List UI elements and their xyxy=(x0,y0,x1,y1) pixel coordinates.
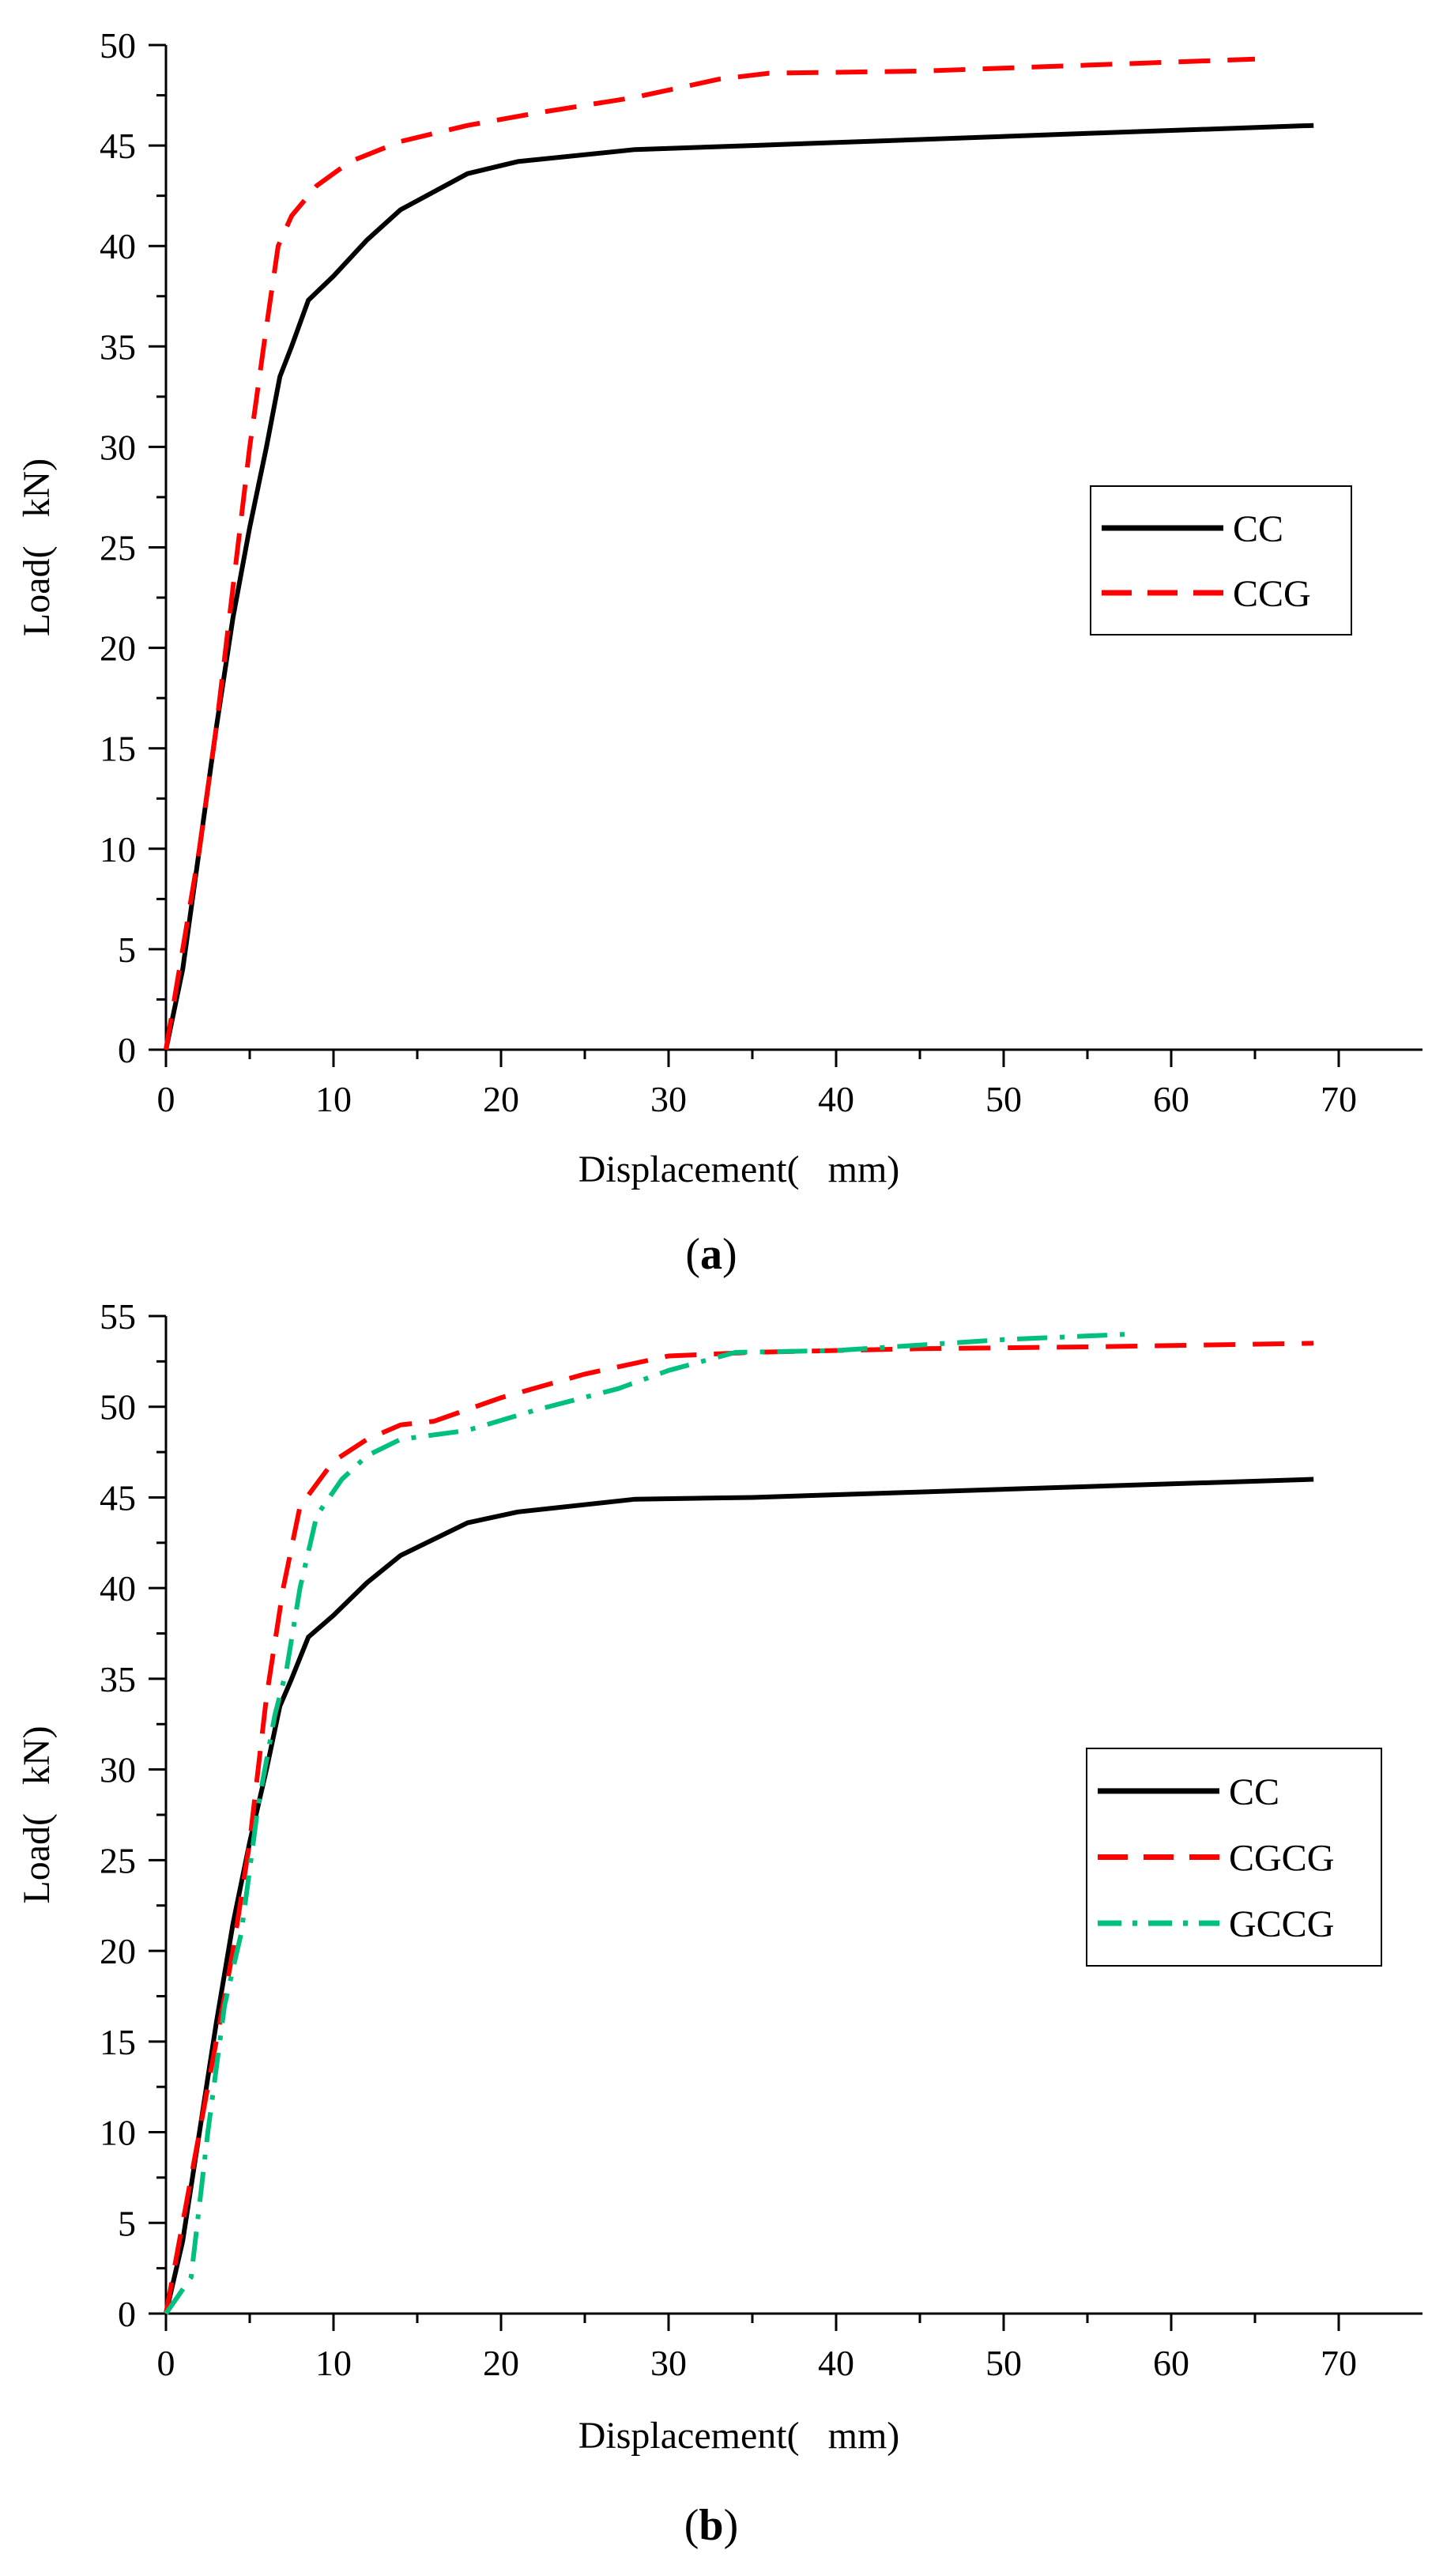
panel-label-close: ) xyxy=(722,1230,737,1279)
legend: CC CCG xyxy=(1090,485,1352,636)
y-tick-label: 5 xyxy=(118,930,136,970)
y-axis-title: Load( kN) xyxy=(16,458,58,636)
legend-box xyxy=(1090,485,1352,636)
y-tick-label: 55 xyxy=(100,1296,136,1337)
x-tick-label: 0 xyxy=(157,1079,175,1119)
legend: CC CGCG GCCG xyxy=(1086,1748,1382,1967)
x-tick-label: 30 xyxy=(650,2343,687,2383)
x-tick-label: 40 xyxy=(818,1079,854,1119)
y-tick-label: 0 xyxy=(118,1030,136,1070)
y-tick-label: 0 xyxy=(118,2294,136,2334)
x-axis-title: Displacement( mm) xyxy=(578,1148,900,1190)
x-tick-label: 20 xyxy=(483,1079,519,1119)
panel-label-letter: a xyxy=(700,1230,722,1279)
y-tick-label: 35 xyxy=(100,326,136,367)
y-tick-label: 50 xyxy=(100,1387,136,1428)
series-line-ccg xyxy=(164,56,1256,1050)
panel-label-open: ( xyxy=(684,2501,699,2550)
x-axis-title: Displacement( mm) xyxy=(578,2415,900,2457)
panel-label: (a) xyxy=(685,1230,737,1279)
y-tick-label: 20 xyxy=(100,628,136,669)
y-tick-label: 30 xyxy=(100,427,136,467)
y-tick-label: 40 xyxy=(100,226,136,266)
chart-panel-a: 0 10 20 30 40 50 60 70 0 5 10 15 20 25 30 35 40 45 50 Displ… xyxy=(16,25,1423,1279)
y-axis-title: Load( kN) xyxy=(16,1726,58,1903)
y-tick-label: 25 xyxy=(100,1840,136,1880)
series-line-cc xyxy=(164,1477,1314,2314)
y-tick-label: 10 xyxy=(100,829,136,869)
y-tick-label: 40 xyxy=(100,1568,136,1609)
x-tick-label: 20 xyxy=(483,2343,519,2383)
x-tick-label: 70 xyxy=(1321,1079,1357,1119)
y-tick-label: 20 xyxy=(100,1931,136,1971)
panel-label-close: ) xyxy=(724,2501,739,2550)
panel-label: (b) xyxy=(684,2501,738,2550)
x-tick-label: 50 xyxy=(985,2343,1022,2383)
y-tick-label: 25 xyxy=(100,528,136,568)
legend-label-cc: CC xyxy=(1233,508,1283,550)
legend-label-cgcg: CGCG xyxy=(1229,1838,1334,1880)
y-tick-label: 15 xyxy=(100,2022,136,2062)
y-tick-label: 15 xyxy=(100,729,136,769)
panel-label-letter: b xyxy=(699,2501,723,2550)
y-tick-label: 35 xyxy=(100,1659,136,1699)
legend-label-gccg: GCCG xyxy=(1229,1903,1334,1945)
x-tick-label: 0 xyxy=(157,2343,175,2383)
y-tick-label: 30 xyxy=(100,1750,136,1790)
x-tick-label: 60 xyxy=(1153,2343,1189,2383)
legend-box xyxy=(1086,1748,1382,1967)
y-tick-label: 50 xyxy=(100,25,136,66)
x-tick-label: 60 xyxy=(1153,1079,1189,1119)
legend-label-cc: CC xyxy=(1229,1771,1279,1813)
y-tick-label: 5 xyxy=(118,2203,136,2243)
x-tick-label: 40 xyxy=(818,2343,854,2383)
x-tick-label: 50 xyxy=(985,1079,1022,1119)
x-tick-label: 10 xyxy=(315,2343,352,2383)
chart-panel-b: 0 10 20 30 40 50 60 70 0 5 10 15 20 25 30 35 40 45 50 55 Dis… xyxy=(16,1296,1423,2550)
y-tick-label: 45 xyxy=(100,126,136,166)
x-tick-label: 70 xyxy=(1321,2343,1357,2383)
y-tick-label: 10 xyxy=(100,2113,136,2153)
series-line-gccg xyxy=(164,1331,1130,2315)
legend-label-ccg: CCG xyxy=(1233,573,1311,615)
y-tick-label: 45 xyxy=(100,1477,136,1518)
x-tick-label: 30 xyxy=(650,1079,687,1119)
panel-label-open: ( xyxy=(685,1230,700,1279)
x-tick-label: 10 xyxy=(315,1079,352,1119)
